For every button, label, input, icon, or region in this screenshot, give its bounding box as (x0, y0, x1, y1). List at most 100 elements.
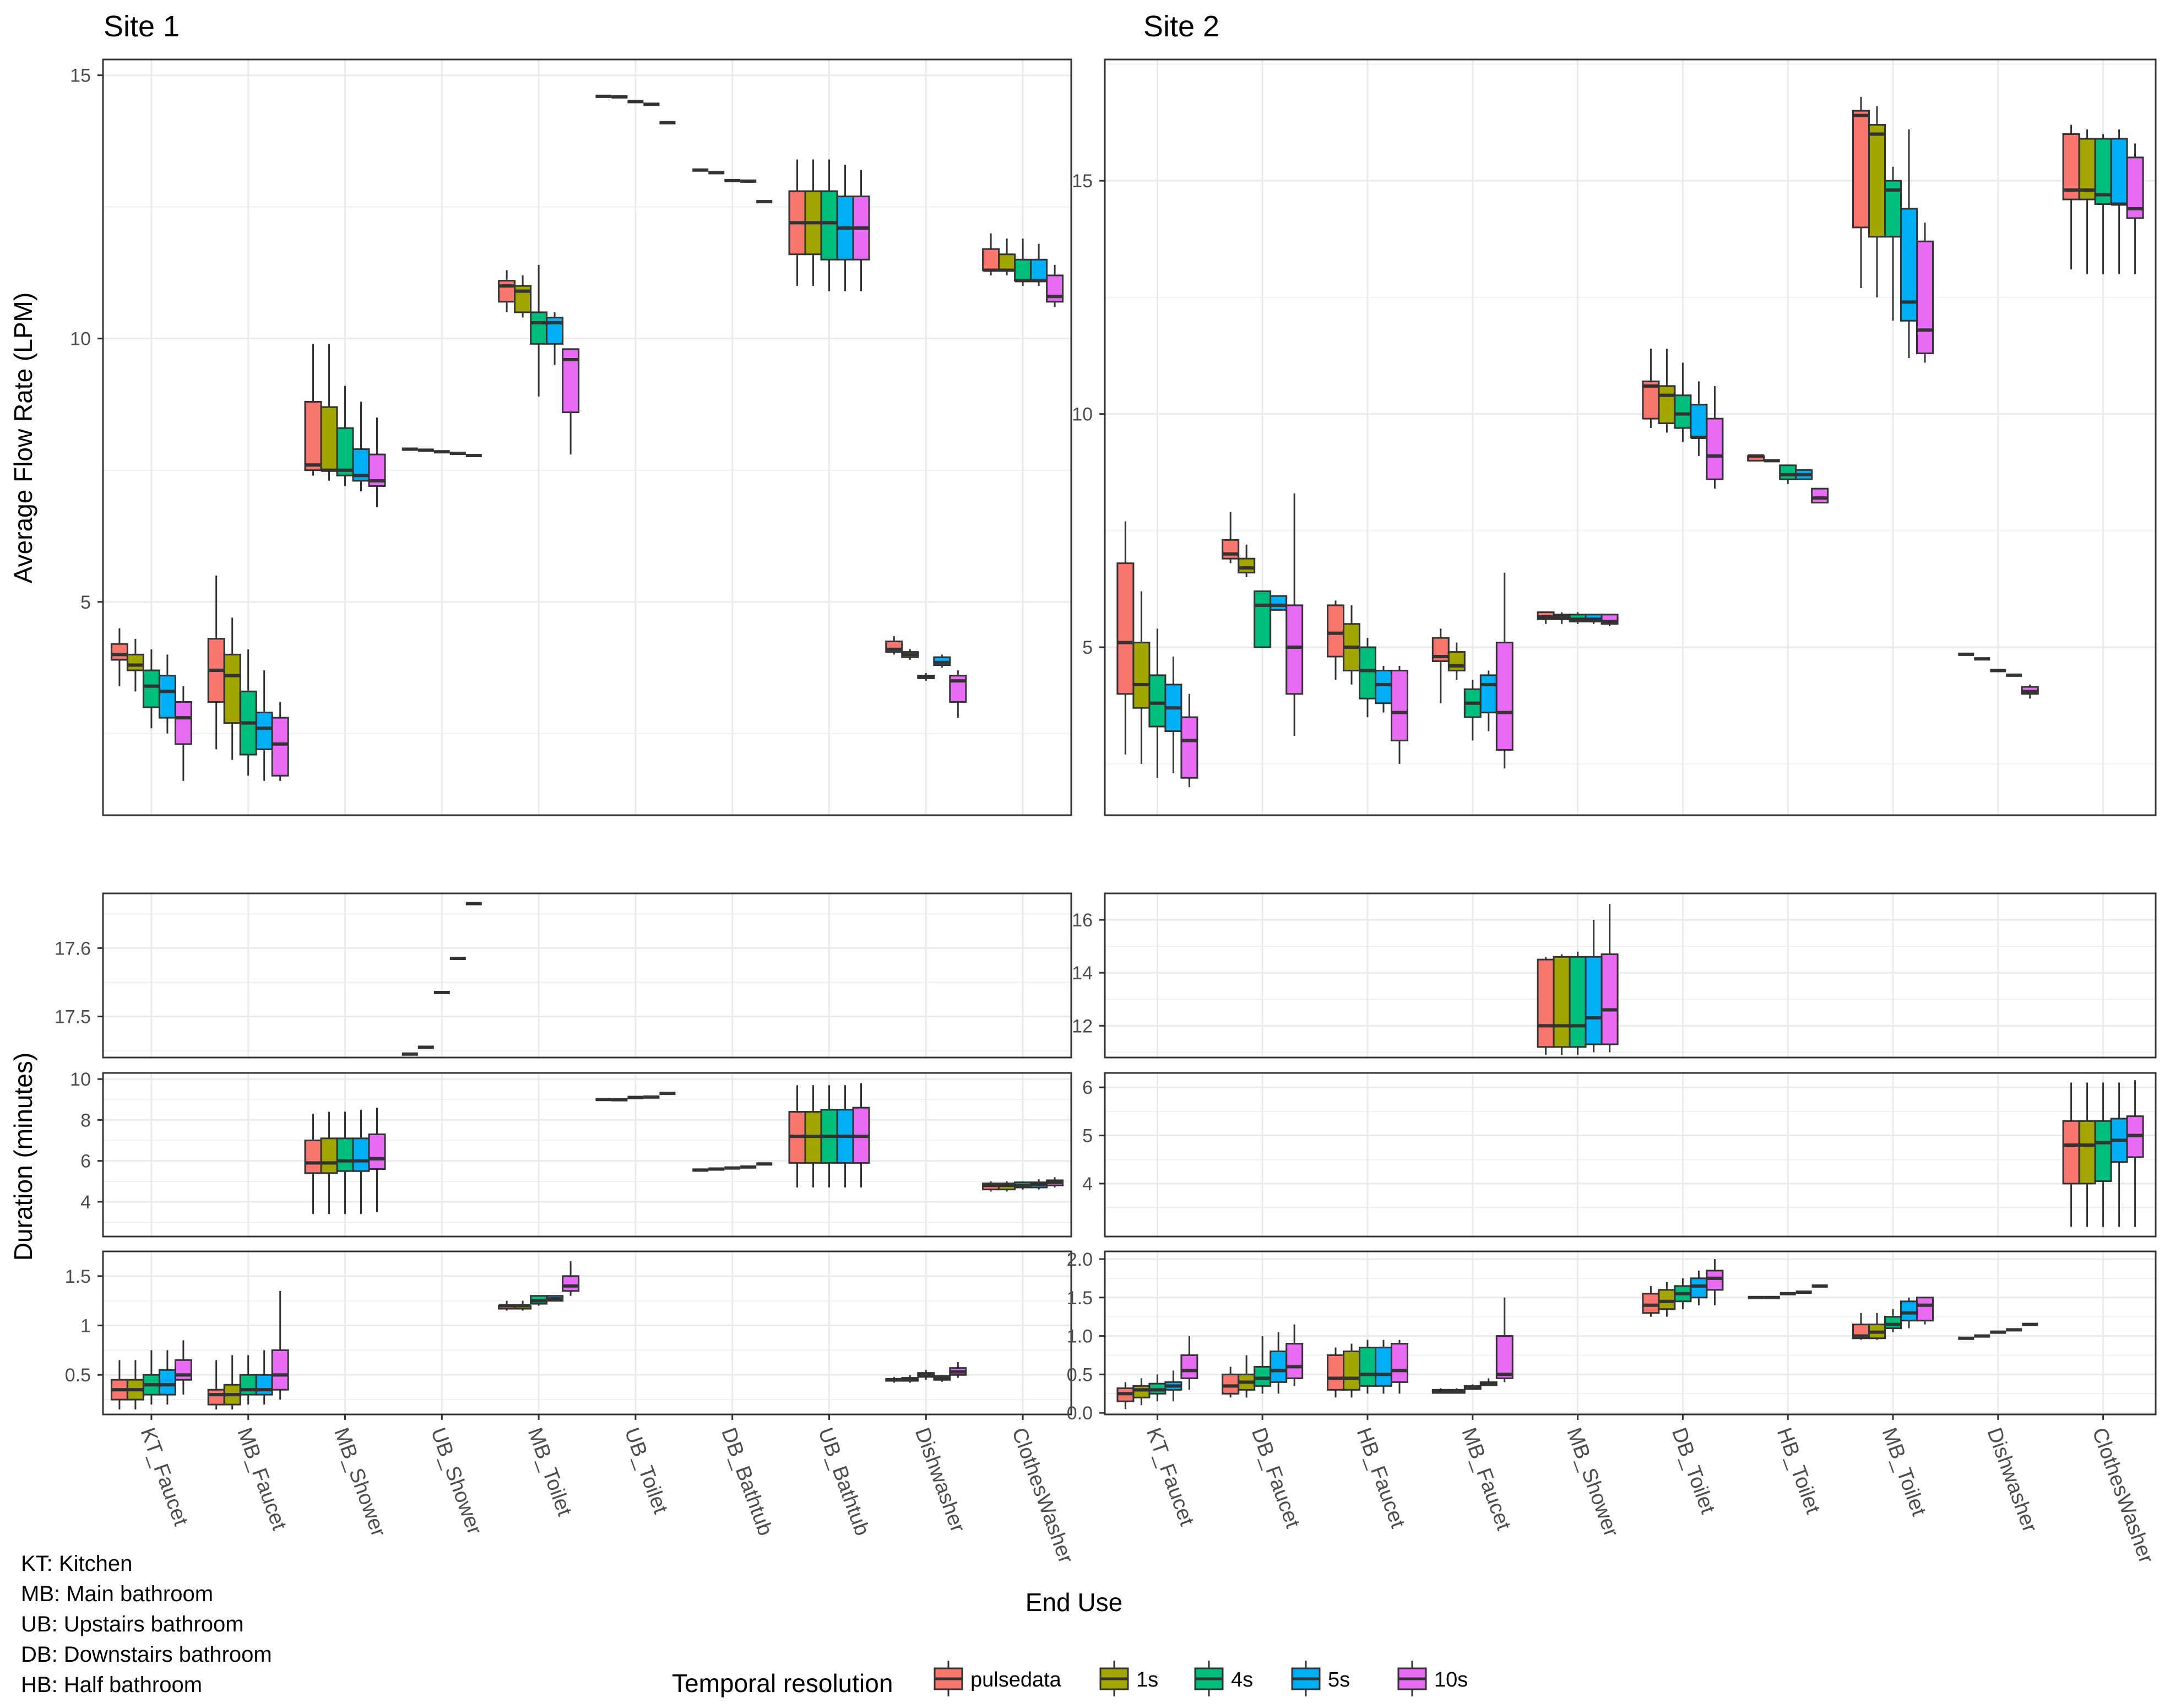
box (1642, 1293, 1660, 1314)
box (1222, 539, 1240, 560)
box (1916, 1297, 1934, 1322)
box-group-mb-toilet (498, 1261, 580, 1311)
y-tick-label: 10 (1072, 404, 1093, 425)
legend-label: 10s (1434, 1668, 1468, 1691)
abbreviation-note: KT: Kitchen (21, 1552, 132, 1576)
x-tick-label: MB_Toilet (1878, 1425, 1931, 1520)
box (1690, 404, 1708, 438)
legend-label: 4s (1231, 1668, 1253, 1691)
box (1375, 1347, 1392, 1387)
box (1779, 464, 1797, 480)
y-tick-label: 0.0 (1067, 1403, 1093, 1424)
box (1537, 958, 1555, 1048)
box (304, 1140, 322, 1174)
box (1180, 1354, 1198, 1379)
box (1359, 646, 1376, 700)
box (1916, 240, 1934, 355)
box-group-mb-shower (1537, 611, 1619, 626)
box (271, 717, 289, 777)
box (126, 653, 144, 671)
x-tick-label: MB_Shower (329, 1425, 390, 1540)
box (1030, 258, 1048, 282)
box-group-kt-faucet (110, 628, 192, 781)
box-group-mb-shower (304, 344, 386, 507)
y-tick-label: 16 (1072, 910, 1093, 931)
legend-entry: 5s (1291, 1661, 1350, 1696)
box-group-db-toilet (1642, 349, 1724, 489)
y-tick-label: 2.0 (1067, 1249, 1093, 1270)
box-group-kt-faucet (1116, 1336, 1198, 1409)
duration-panel-b: 4 5 6 (1082, 1072, 2157, 1238)
box-group-dishwasher (885, 636, 967, 718)
box (255, 712, 273, 750)
box-group-clotheswasher (982, 233, 1064, 307)
box (1900, 1300, 1918, 1322)
legend-entry: pulsedata (934, 1661, 1062, 1696)
box (1601, 953, 1619, 1045)
box (2062, 1120, 2080, 1185)
box (1343, 1351, 1360, 1391)
x-axis-title: End Use (1026, 1588, 1122, 1617)
abbreviation-note: MB: Main bathroom (21, 1582, 213, 1606)
x-tick-label: MB_Faucet (1457, 1425, 1515, 1533)
y-tick-label: 5 (1082, 637, 1093, 658)
abbreviation-note: HB: Half bathroom (21, 1673, 202, 1697)
box (1327, 604, 1344, 658)
panel-border (102, 1250, 1072, 1416)
site-title: Site 1 (104, 10, 180, 43)
box-group-clotheswasher (2062, 1080, 2144, 1227)
box (1254, 1365, 1272, 1387)
box-group-db-faucet (1222, 1324, 1304, 1398)
box (2078, 1120, 2096, 1185)
box (1014, 258, 1032, 282)
box (304, 400, 322, 471)
box (998, 253, 1016, 271)
y-tick-label: 5 (80, 592, 91, 613)
box-group-ub-shower (402, 902, 482, 1056)
box-group-mb-faucet (1431, 1297, 1513, 1394)
box (1391, 669, 1408, 741)
legend-entry: 1s (1099, 1661, 1158, 1696)
box (1238, 557, 1256, 574)
y-tick-label: 10 (70, 1069, 91, 1090)
duration-panel-a: 12 14 16 (1072, 892, 2157, 1059)
x-tick-label: UB_Bathtub (813, 1425, 874, 1539)
box (320, 406, 338, 471)
box (1553, 956, 1571, 1048)
y-tick-label: 1.5 (1067, 1288, 1093, 1309)
duration-panel-a: 17.5 17.6 (55, 892, 1072, 1059)
box (1132, 642, 1151, 709)
box-group-dishwasher (1958, 1322, 2038, 1340)
box (320, 1137, 338, 1174)
box (1375, 669, 1392, 704)
x-tick-label: DB_Toilet (1667, 1425, 1719, 1517)
box-group-ub-toilet (595, 94, 676, 124)
y-tick-label: 6 (80, 1151, 91, 1172)
legend-entry: 10s (1397, 1661, 1468, 1696)
box-group-mb-faucet (1431, 572, 1513, 769)
box (1270, 1351, 1288, 1383)
box (1852, 110, 1870, 229)
y-tick-label: 4 (1082, 1174, 1093, 1195)
y-tick-label: 1.5 (65, 1266, 91, 1287)
box (982, 248, 1000, 271)
legend-entry: 4s (1194, 1661, 1253, 1696)
x-tick-label: DB_Faucet (1247, 1425, 1305, 1531)
box (1479, 674, 1498, 714)
box (1116, 562, 1135, 695)
box (1706, 1270, 1724, 1291)
box (1900, 208, 1918, 322)
box (1690, 1277, 1708, 1299)
legend: Temporal resolution pulsedata 1s 4s 5s 10s (672, 1661, 1468, 1698)
box (1391, 1343, 1408, 1383)
box (142, 669, 160, 708)
box-group-db-toilet (1642, 1259, 1724, 1317)
box (1706, 417, 1724, 480)
box (1148, 674, 1167, 728)
x-tick-label: UB_Toilet (620, 1425, 672, 1517)
box-group-kt-faucet (110, 1340, 192, 1410)
panel-border (1104, 1250, 2157, 1416)
box (1359, 1347, 1376, 1387)
box (1658, 1289, 1676, 1310)
panel-border (102, 58, 1072, 816)
